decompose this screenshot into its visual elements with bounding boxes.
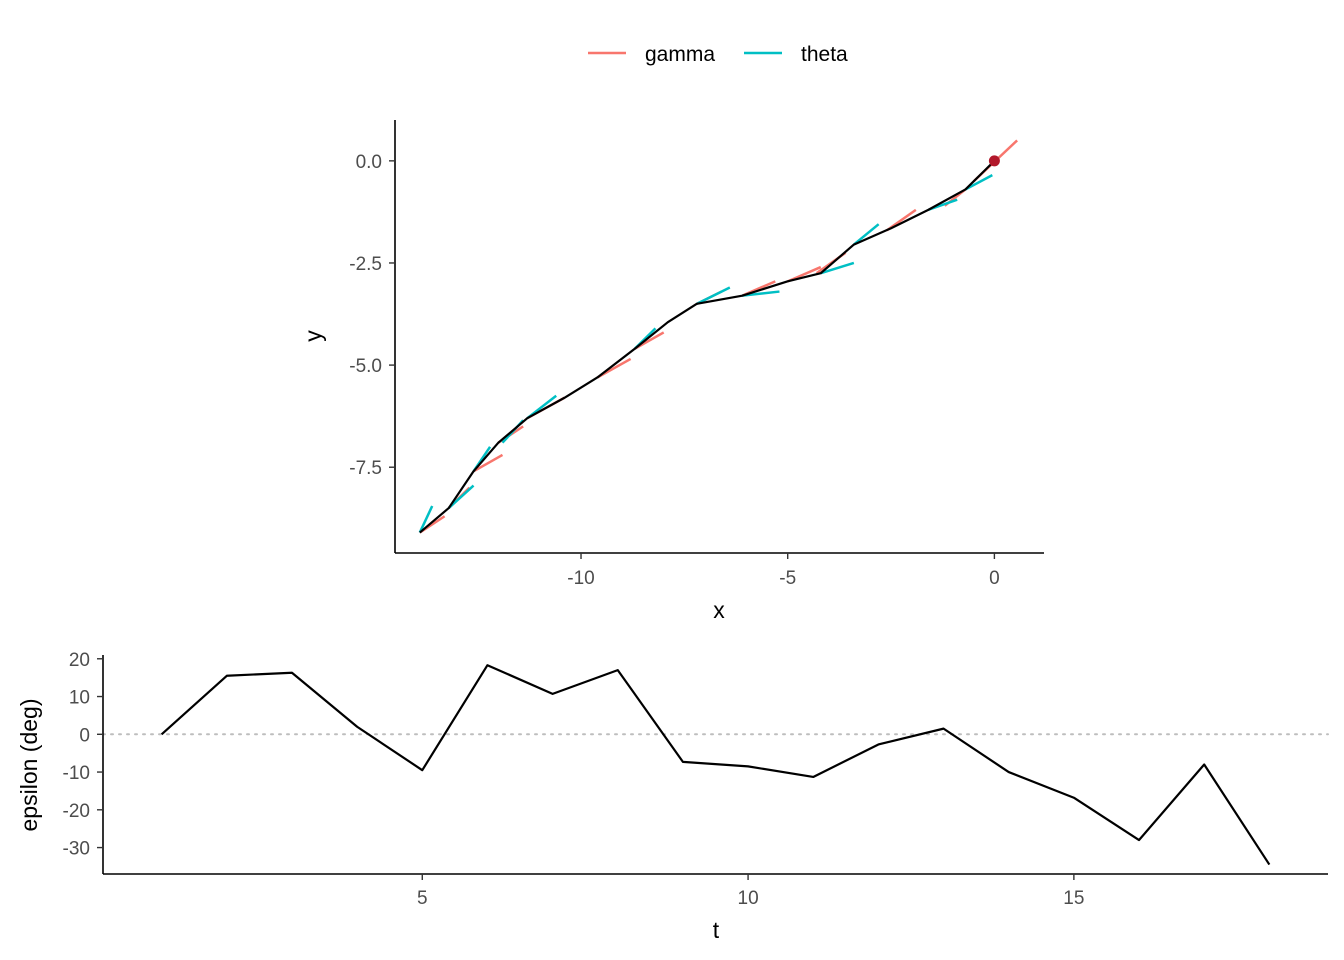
theta-segment <box>964 174 993 191</box>
x-tick-label: 10 <box>738 888 759 909</box>
x-axis-title: x <box>713 597 725 623</box>
epsilon-marks <box>102 664 1329 866</box>
start-point <box>988 155 1000 167</box>
legend-label-theta: theta <box>801 43 848 66</box>
y-tick-label: 10 <box>69 688 90 709</box>
x-tick-label: -10 <box>567 568 594 589</box>
trajectory-line <box>419 160 996 534</box>
theta-segment <box>696 286 731 305</box>
theta-segment <box>742 290 780 297</box>
y-tick-label: -7.5 <box>349 458 382 479</box>
theta-segment <box>447 484 475 509</box>
y-axis-title: y <box>300 330 326 342</box>
y-axis-title: epsilon (deg) <box>16 699 42 832</box>
theta-segment <box>418 505 434 534</box>
theta-segment <box>820 261 855 275</box>
y-tick-label: 0 <box>79 725 90 746</box>
epsilon-ticks: 5 10 15 20 10 0 -10 -20 -30 <box>63 650 1085 909</box>
y-tick-label: -2.5 <box>349 254 382 275</box>
x-tick-label: -5 <box>779 568 796 589</box>
y-tick-label: -5.0 <box>349 356 382 377</box>
trajectory-marks <box>418 139 1018 534</box>
x-tick-label: 15 <box>1063 888 1084 909</box>
theta-segment <box>853 223 880 246</box>
x-tick-label: 5 <box>417 888 428 909</box>
y-tick-label: -10 <box>63 763 90 784</box>
x-tick-label: 0 <box>989 568 1000 589</box>
epsilon-line <box>160 664 1271 866</box>
trajectory-plot: -10 -5 0 0.0 -2.5 -5.0 -7.5 x y <box>300 120 1044 623</box>
epsilon-plot: 5 10 15 20 10 0 -10 -20 -30 t epsilon (deg) <box>16 650 1329 943</box>
y-tick-label: -30 <box>63 839 90 860</box>
legend: gamma theta <box>588 43 848 66</box>
x-axis-title: t <box>713 917 720 943</box>
gamma-segment <box>472 453 504 473</box>
y-tick-label: 0.0 <box>356 152 382 173</box>
y-tick-label: -20 <box>63 801 90 822</box>
trajectory-ticks: -10 -5 0 0.0 -2.5 -5.0 -7.5 <box>349 152 999 589</box>
y-tick-label: 20 <box>69 650 90 671</box>
legend-label-gamma: gamma <box>645 43 715 66</box>
